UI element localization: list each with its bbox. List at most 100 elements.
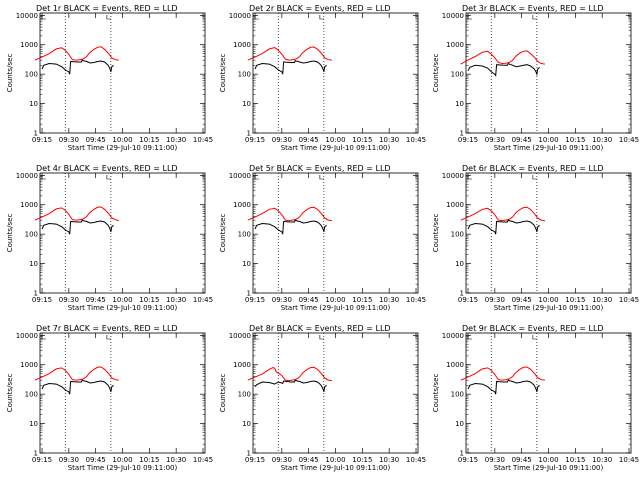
y-tick-label: 10000	[229, 332, 251, 340]
y-tick-label: 1	[34, 450, 38, 458]
y-tick-label: 10000	[16, 332, 38, 340]
x-tick-label: 09:15	[245, 136, 265, 144]
chart-title: Det 4r BLACK = Events, RED = LLD	[36, 164, 178, 173]
y-tick-label: 1000	[20, 41, 38, 49]
event-rate-line	[254, 59, 327, 75]
marker-bracket	[106, 15, 111, 20]
y-tick-label: 100	[451, 231, 464, 239]
y-tick-label: 10	[455, 260, 464, 268]
plot-frame	[39, 172, 206, 294]
x-tick-label: 10:45	[193, 296, 213, 304]
y-tick-label: 100	[238, 391, 251, 399]
lld-rate-line	[247, 366, 332, 382]
y-tick-label: 10000	[229, 12, 251, 20]
x-tick-label: 10:45	[193, 456, 213, 464]
chart-title: Det 7r BLACK = Events, RED = LLD	[36, 324, 178, 333]
x-tick-label: 10:45	[619, 136, 639, 144]
y-tick-label: 10	[242, 100, 251, 108]
y-tick-label: 1000	[233, 201, 251, 209]
x-tick-label: 10:45	[406, 136, 426, 144]
x-tick-label: 09:15	[32, 296, 52, 304]
marker-bracket	[532, 15, 537, 20]
y-tick-label: 10	[29, 260, 38, 268]
y-axis-label: Counts/sec	[432, 374, 440, 413]
x-tick-label: 09:30	[59, 136, 79, 144]
y-tick-label: 10000	[16, 172, 38, 180]
chart-title: Det 8r BLACK = Events, RED = LLD	[249, 324, 391, 333]
chart-svg: Det 5r BLACK = Events, RED = LLD 1 10 100 10…	[219, 164, 426, 312]
x-tick-label: 10:30	[166, 136, 186, 144]
x-tick-label: 10:30	[166, 296, 186, 304]
y-tick-label: 1000	[233, 41, 251, 49]
plot-frame	[39, 332, 206, 454]
x-tick-label: 09:45	[512, 136, 532, 144]
x-tick-label: 10:00	[538, 296, 558, 304]
x-tick-label: 10:15	[565, 456, 585, 464]
detector-panel: Det 2r BLACK = Events, RED = LLD 1 10 100 10…	[213, 0, 426, 160]
chart-title: Det 1r BLACK = Events, RED = LLD	[36, 4, 178, 13]
event-rate-line	[467, 379, 540, 395]
y-axis-label: Counts/sec	[6, 214, 14, 253]
event-rate-line	[467, 219, 540, 235]
y-tick-label: 1000	[20, 201, 38, 209]
y-tick-label: 1000	[446, 201, 464, 209]
y-tick-label: 1	[460, 130, 464, 138]
y-tick-label: 10	[455, 100, 464, 108]
plot-frame	[252, 12, 419, 134]
x-tick-label: 10:30	[592, 456, 612, 464]
x-tick-label: 09:30	[59, 456, 79, 464]
y-tick-label: 100	[25, 71, 38, 79]
y-tick-label: 10	[29, 100, 38, 108]
x-tick-label: 10:30	[592, 136, 612, 144]
x-tick-label: 10:00	[325, 456, 345, 464]
chart-svg: Det 1r BLACK = Events, RED = LLD 1 10 100 10…	[6, 4, 213, 152]
x-tick-label: 10:45	[406, 296, 426, 304]
x-axis-label: Start Time (29-Jul-10 09:11:00)	[281, 144, 391, 152]
y-tick-label: 1	[460, 450, 464, 458]
detector-panel: Det 7r BLACK = Events, RED = LLD 1 10 100 10…	[0, 320, 213, 480]
y-tick-label: 1000	[233, 361, 251, 369]
marker-bracket	[41, 335, 46, 340]
chart-title: Det 6r BLACK = Events, RED = LLD	[462, 164, 604, 173]
y-axis-label: Counts/sec	[6, 374, 14, 413]
x-tick-label: 09:45	[86, 296, 106, 304]
y-tick-label: 100	[238, 71, 251, 79]
y-tick-label: 1	[247, 130, 251, 138]
y-tick-label: 100	[25, 231, 38, 239]
x-axis-label: Start Time (29-Jul-10 09:11:00)	[494, 304, 604, 312]
marker-bracket	[106, 335, 111, 340]
x-tick-label: 10:15	[352, 456, 372, 464]
x-tick-label: 10:30	[592, 296, 612, 304]
x-tick-label: 09:15	[458, 296, 478, 304]
chart-svg: Det 4r BLACK = Events, RED = LLD 1 10 100 10…	[6, 164, 213, 312]
chart-svg: Det 6r BLACK = Events, RED = LLD 1 10 100 10…	[432, 164, 639, 312]
y-tick-label: 10	[455, 420, 464, 428]
x-tick-label: 09:15	[245, 296, 265, 304]
event-rate-line	[467, 62, 540, 77]
x-axis-label: Start Time (29-Jul-10 09:11:00)	[494, 464, 604, 472]
x-tick-label: 10:15	[352, 296, 372, 304]
x-tick-label: 09:15	[32, 456, 52, 464]
marker-bracket	[319, 15, 324, 20]
y-tick-label: 10000	[442, 12, 464, 20]
event-rate-line	[254, 379, 327, 392]
marker-bracket	[41, 175, 46, 180]
x-tick-label: 10:15	[139, 296, 159, 304]
y-axis-label: Counts/sec	[432, 54, 440, 93]
x-tick-label: 09:30	[485, 136, 505, 144]
x-axis-label: Start Time (29-Jul-10 09:11:00)	[68, 304, 178, 312]
lld-rate-line	[34, 366, 119, 381]
x-tick-label: 09:30	[485, 296, 505, 304]
chart-svg: Det 7r BLACK = Events, RED = LLD 1 10 100 10…	[6, 324, 213, 472]
x-axis-label: Start Time (29-Jul-10 09:11:00)	[68, 464, 178, 472]
x-axis-label: Start Time (29-Jul-10 09:11:00)	[281, 304, 391, 312]
y-tick-label: 100	[451, 391, 464, 399]
marker-bracket	[319, 175, 324, 180]
x-tick-label: 10:00	[112, 136, 132, 144]
y-tick-label: 100	[238, 231, 251, 239]
marker-bracket	[467, 175, 472, 180]
x-tick-label: 09:45	[299, 296, 319, 304]
y-axis-label: Counts/sec	[219, 54, 227, 93]
x-tick-label: 10:30	[379, 296, 399, 304]
x-tick-label: 10:45	[193, 136, 213, 144]
